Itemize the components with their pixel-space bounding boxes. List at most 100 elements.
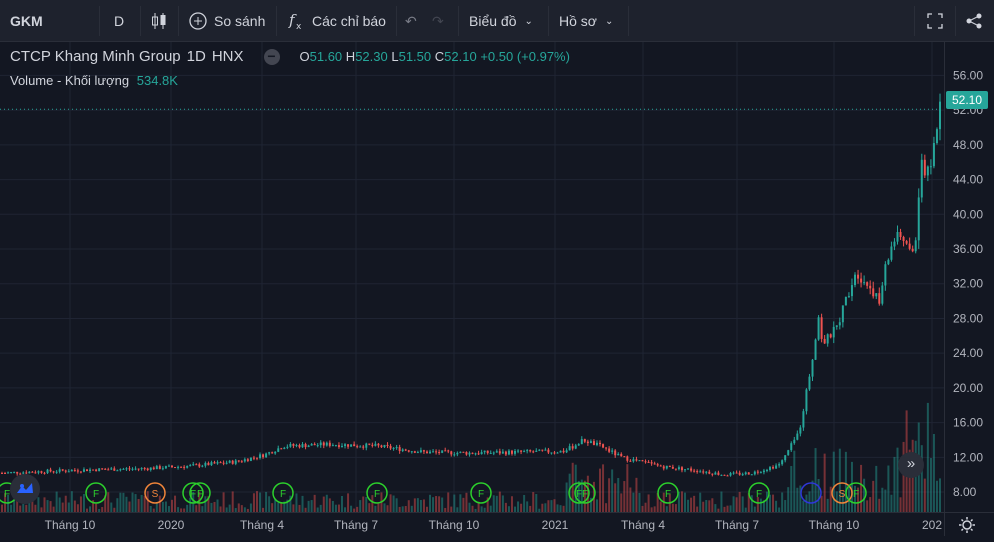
candle-body [690,468,693,471]
tradingview-logo[interactable] [10,474,40,504]
divider [99,6,100,36]
volume-bar [577,480,580,512]
chart-type-dropdown[interactable]: Biểu đồ ⌄ [469,0,533,42]
volume-bar [225,507,228,512]
volume-bar [623,481,626,512]
volume-bar [164,501,167,512]
volume-bar [477,501,480,512]
compare-button[interactable]: So sánh [188,0,265,42]
volume-bar [116,498,119,512]
volume-bar [769,494,772,512]
volume-bar [356,506,359,512]
candle-body [595,442,598,445]
candle-body [838,322,841,326]
candle-body [292,443,295,446]
volume-bar [799,485,802,512]
volume-bar [781,492,784,512]
volume-bar [319,504,322,512]
candle-body [167,465,170,467]
time-tick-label: Tháng 7 [715,518,759,532]
volume-bar [386,505,389,512]
volume-legend: Volume - Khối lượng 534.8K [10,73,178,88]
profile-dropdown[interactable]: Hồ sơ ⌄ [559,0,613,42]
volume-bar [328,498,331,512]
volume-bar [738,491,741,512]
candle-body [265,453,268,458]
event-marker: F [845,482,867,504]
symbol-label: GKM [10,13,43,29]
volume-bar [195,505,198,512]
undo-button[interactable]: ↶ [405,0,417,42]
price-tick-label: 48.00 [953,138,983,152]
time-axis[interactable]: Tháng 10 2020 Tháng 4 Tháng 7 Tháng 10 2021 Th… [0,512,944,536]
candle-body [769,467,772,470]
volume-bar [802,500,805,512]
settings-corner[interactable] [944,512,994,536]
candle-body [939,101,941,130]
volume-bar [137,499,140,512]
redo-button[interactable]: ↷ [432,0,444,42]
candle-body [231,460,234,464]
volume-bar [207,496,210,512]
hide-legend-button[interactable]: − [263,48,280,65]
candle-body [544,449,547,451]
candle-body [608,448,611,452]
event-marker: F [568,482,590,504]
interval-button[interactable]: D [114,0,124,42]
scroll-to-realtime-button[interactable]: » [898,452,924,478]
volume-bar [228,504,231,512]
event-marker-label: F [756,489,762,500]
volume-bar [170,499,173,512]
volume-bar [383,503,386,512]
candle-body [829,334,832,338]
symbol-search[interactable]: GKM [10,0,43,42]
share-button[interactable] [965,0,983,42]
candle-body [729,473,732,476]
volume-bar [556,504,559,512]
event-marker-label: F [576,489,582,500]
volume-bar [541,503,544,512]
volume-bar [501,495,504,512]
candle-body [857,274,860,279]
volume-bar [222,492,225,512]
volume-bar [887,465,890,512]
price-axis[interactable]: 56.00 52.00 48.00 44.00 40.00 36.00 32.00 28.00… [944,42,994,512]
candle-body [180,466,183,468]
interval-label: D [114,13,125,29]
close-value: 52.10 [444,49,477,64]
volume-bar [665,506,668,512]
bar-style-button[interactable] [150,0,168,42]
price-tick-label: 44.00 [953,173,983,187]
candle-body [40,471,43,473]
candle-body [632,459,635,462]
open-value: 51.60 [309,49,343,64]
volume-bar [107,492,110,512]
fullscreen-button[interactable] [926,0,944,42]
candle-body [510,450,513,454]
volume-bar [866,500,869,512]
price-tick-label: 20.00 [953,381,983,395]
candle-body [374,443,377,446]
price-tick-label: 32.00 [953,277,983,291]
candle-body [920,159,923,198]
candle-body [474,453,477,455]
volume-bar [407,500,410,512]
volume-bar [474,508,477,512]
candle-body [720,474,723,476]
time-tick-label: 202 [922,518,942,532]
candle-body [337,445,340,447]
candle-body [532,451,535,453]
volume-bar [656,492,659,512]
candle-body [340,445,343,447]
volume-bar [741,496,744,512]
volume-bar [274,499,277,512]
candle-body [283,447,286,449]
candle-body [765,469,768,471]
volume-bar [122,492,125,512]
candle-body [322,442,325,446]
candle-body [693,470,696,472]
high-value: 52.30 [355,49,388,64]
